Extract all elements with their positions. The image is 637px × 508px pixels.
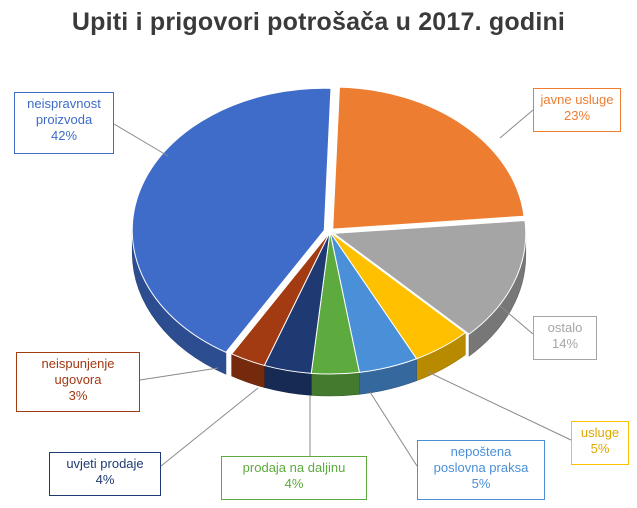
chart-title: Upiti i prigovori potrošača u 2017. godi…	[71, 8, 566, 36]
data-label-percent: 5%	[590, 441, 610, 456]
data-label-text: neispunjenje	[41, 356, 115, 371]
leader-line-7	[113, 123, 169, 157]
data-label-0: javne usluge 23%	[533, 88, 621, 132]
data-label-text: poslovna praksa	[433, 460, 529, 475]
data-label-percent: 42%	[50, 128, 78, 143]
data-label-4: prodaja na daljinu 4%	[221, 456, 367, 500]
leader-line-6	[139, 367, 219, 381]
pie-slice-1	[332, 219, 527, 335]
data-label-text: uvjeti prodaje	[66, 456, 144, 471]
leader-line-5	[160, 387, 259, 467]
data-label-3: nepoštena poslovna praksa 5%	[417, 440, 545, 500]
leader-lines	[113, 109, 572, 467]
data-label-text: nepoštena	[450, 444, 512, 459]
leader-line-3	[369, 391, 418, 467]
pie-slice-0	[332, 86, 525, 230]
data-label-text: usluge	[580, 425, 620, 440]
data-label-text: ostalo	[547, 320, 583, 335]
data-label-5: uvjeti prodaje 4%	[49, 452, 161, 496]
pie-side-4	[310, 371, 360, 397]
data-label-percent: 4%	[95, 472, 115, 487]
data-label-2: usluge 5%	[571, 421, 629, 465]
data-label-1: ostalo 14%	[533, 316, 597, 360]
data-label-percent: 3%	[68, 388, 88, 403]
leader-line-0	[499, 109, 534, 139]
leader-line-2	[427, 371, 572, 441]
leader-line-1	[499, 305, 534, 335]
data-label-text: ugovora	[54, 372, 102, 387]
data-label-text: neispravnost	[27, 96, 101, 111]
data-label-percent: 14%	[551, 336, 579, 351]
data-label-percent: 4%	[284, 476, 304, 491]
data-label-text: javne usluge	[540, 92, 614, 107]
pie-3d-sides	[131, 230, 527, 397]
data-label-6: neispunjenje ugovora 3%	[16, 352, 140, 412]
data-label-text: proizvoda	[35, 112, 93, 127]
pie-slices	[131, 86, 527, 375]
pie-slice-7	[131, 87, 332, 353]
data-label-percent: 23%	[563, 108, 591, 123]
data-label-percent: 5%	[471, 476, 491, 491]
data-label-text: prodaja na daljinu	[242, 460, 346, 475]
data-label-7: neispravnost proizvoda 42%	[14, 92, 114, 154]
pie-slice-6	[230, 231, 331, 367]
